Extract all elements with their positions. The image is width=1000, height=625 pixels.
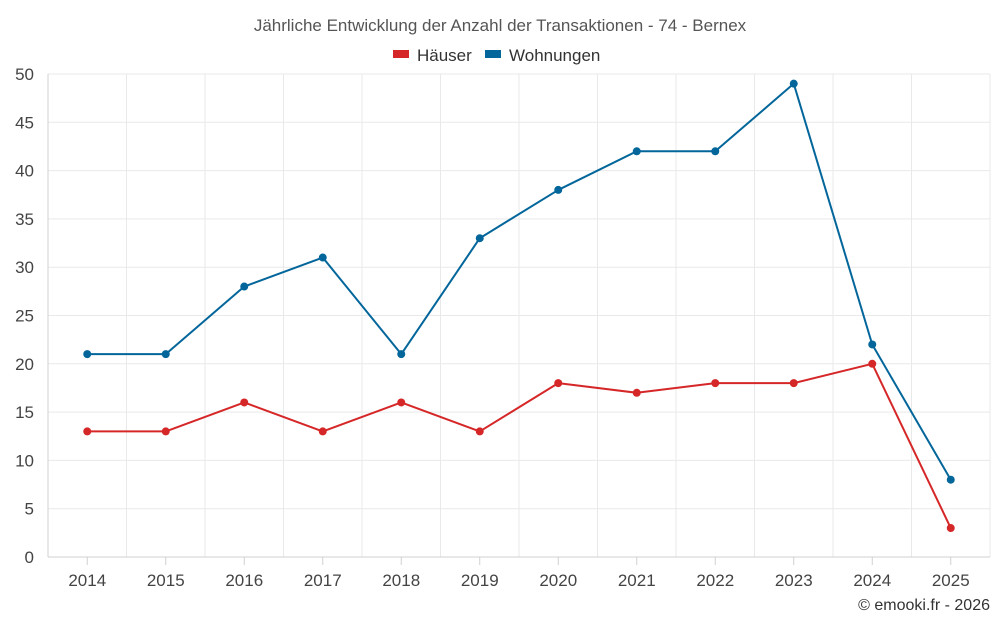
y-tick-label: 30 bbox=[15, 258, 34, 277]
data-point[interactable] bbox=[789, 379, 798, 388]
data-point[interactable] bbox=[475, 234, 484, 243]
data-point[interactable] bbox=[318, 253, 327, 262]
y-axis-ticks: 0 5 10 15 20 25 30 35 40 45 50 bbox=[15, 65, 34, 567]
data-point[interactable] bbox=[240, 398, 249, 407]
data-point[interactable] bbox=[554, 379, 563, 388]
series bbox=[83, 79, 955, 533]
series-1 bbox=[83, 79, 955, 484]
y-tick-label: 45 bbox=[15, 113, 34, 132]
chart-title: Jährliche Entwicklung der Anzahl der Tra… bbox=[254, 16, 747, 35]
x-axis-ticks: 2014 2015 2016 2017 2018 2019 2020 2021 2022 2023… bbox=[68, 557, 970, 590]
data-point[interactable] bbox=[161, 427, 170, 436]
x-tick-label: 2023 bbox=[775, 571, 813, 590]
legend-swatch-wohnungen bbox=[485, 50, 501, 58]
y-tick-label: 20 bbox=[15, 355, 34, 374]
y-tick-label: 25 bbox=[15, 307, 34, 326]
legend: Häuser Wohnungen bbox=[393, 46, 600, 65]
data-point[interactable] bbox=[83, 427, 92, 436]
y-tick-label: 35 bbox=[15, 210, 34, 229]
x-tick-label: 2018 bbox=[382, 571, 420, 590]
data-point[interactable] bbox=[789, 79, 798, 88]
data-point[interactable] bbox=[632, 147, 641, 156]
data-point[interactable] bbox=[868, 340, 877, 349]
data-point[interactable] bbox=[711, 379, 720, 388]
x-tick-label: 2016 bbox=[225, 571, 263, 590]
data-point[interactable] bbox=[475, 427, 484, 436]
data-point[interactable] bbox=[868, 359, 877, 368]
x-tick-label: 2017 bbox=[304, 571, 342, 590]
x-tick-label: 2020 bbox=[539, 571, 577, 590]
data-point[interactable] bbox=[397, 350, 406, 359]
y-tick-label: 40 bbox=[15, 162, 34, 181]
data-point[interactable] bbox=[711, 147, 720, 156]
data-point[interactable] bbox=[240, 282, 249, 291]
y-tick-label: 50 bbox=[15, 65, 34, 84]
x-tick-label: 2022 bbox=[696, 571, 734, 590]
data-point[interactable] bbox=[397, 398, 406, 407]
legend-swatch-hauser bbox=[393, 50, 409, 58]
data-point[interactable] bbox=[946, 524, 955, 533]
data-point[interactable] bbox=[946, 475, 955, 484]
y-tick-label: 10 bbox=[15, 451, 34, 470]
series-line bbox=[87, 362, 952, 529]
legend-label-wohnungen[interactable]: Wohnungen bbox=[509, 46, 600, 65]
x-tick-label: 2021 bbox=[618, 571, 656, 590]
y-tick-label: 5 bbox=[25, 500, 34, 519]
y-tick-label: 15 bbox=[15, 403, 34, 422]
x-tick-label: 2019 bbox=[461, 571, 499, 590]
data-point[interactable] bbox=[318, 427, 327, 436]
x-tick-label: 2025 bbox=[932, 571, 970, 590]
credit-text: © emooki.fr - 2026 bbox=[858, 597, 990, 614]
series-line bbox=[87, 82, 952, 481]
axes bbox=[47, 74, 990, 558]
x-tick-label: 2015 bbox=[147, 571, 185, 590]
data-point[interactable] bbox=[161, 350, 170, 359]
legend-label-hauser[interactable]: Häuser bbox=[417, 46, 472, 65]
x-tick-label: 2014 bbox=[68, 571, 106, 590]
data-point[interactable] bbox=[632, 388, 641, 397]
series-0 bbox=[83, 359, 955, 533]
data-point[interactable] bbox=[83, 350, 92, 359]
y-tick-label: 0 bbox=[25, 548, 34, 567]
data-point[interactable] bbox=[554, 185, 563, 194]
grid bbox=[47, 73, 991, 557]
x-tick-label: 2024 bbox=[853, 571, 891, 590]
